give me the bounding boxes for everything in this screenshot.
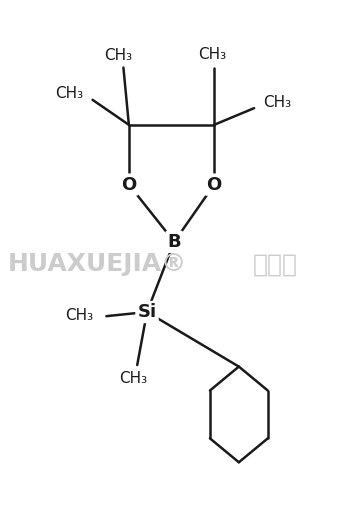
- Text: B: B: [167, 233, 181, 251]
- Text: CH₃: CH₃: [119, 371, 148, 386]
- Text: O: O: [207, 176, 222, 193]
- Text: 化学加: 化学加: [252, 252, 297, 276]
- Text: CH₃: CH₃: [104, 48, 132, 63]
- Text: CH₃: CH₃: [66, 308, 94, 323]
- Text: Si: Si: [138, 303, 156, 321]
- Text: CH₃: CH₃: [263, 95, 291, 110]
- Text: CH₃: CH₃: [198, 47, 227, 61]
- Text: CH₃: CH₃: [55, 86, 83, 101]
- Text: HUAXUEJIA®: HUAXUEJIA®: [7, 252, 187, 276]
- Text: O: O: [121, 176, 136, 193]
